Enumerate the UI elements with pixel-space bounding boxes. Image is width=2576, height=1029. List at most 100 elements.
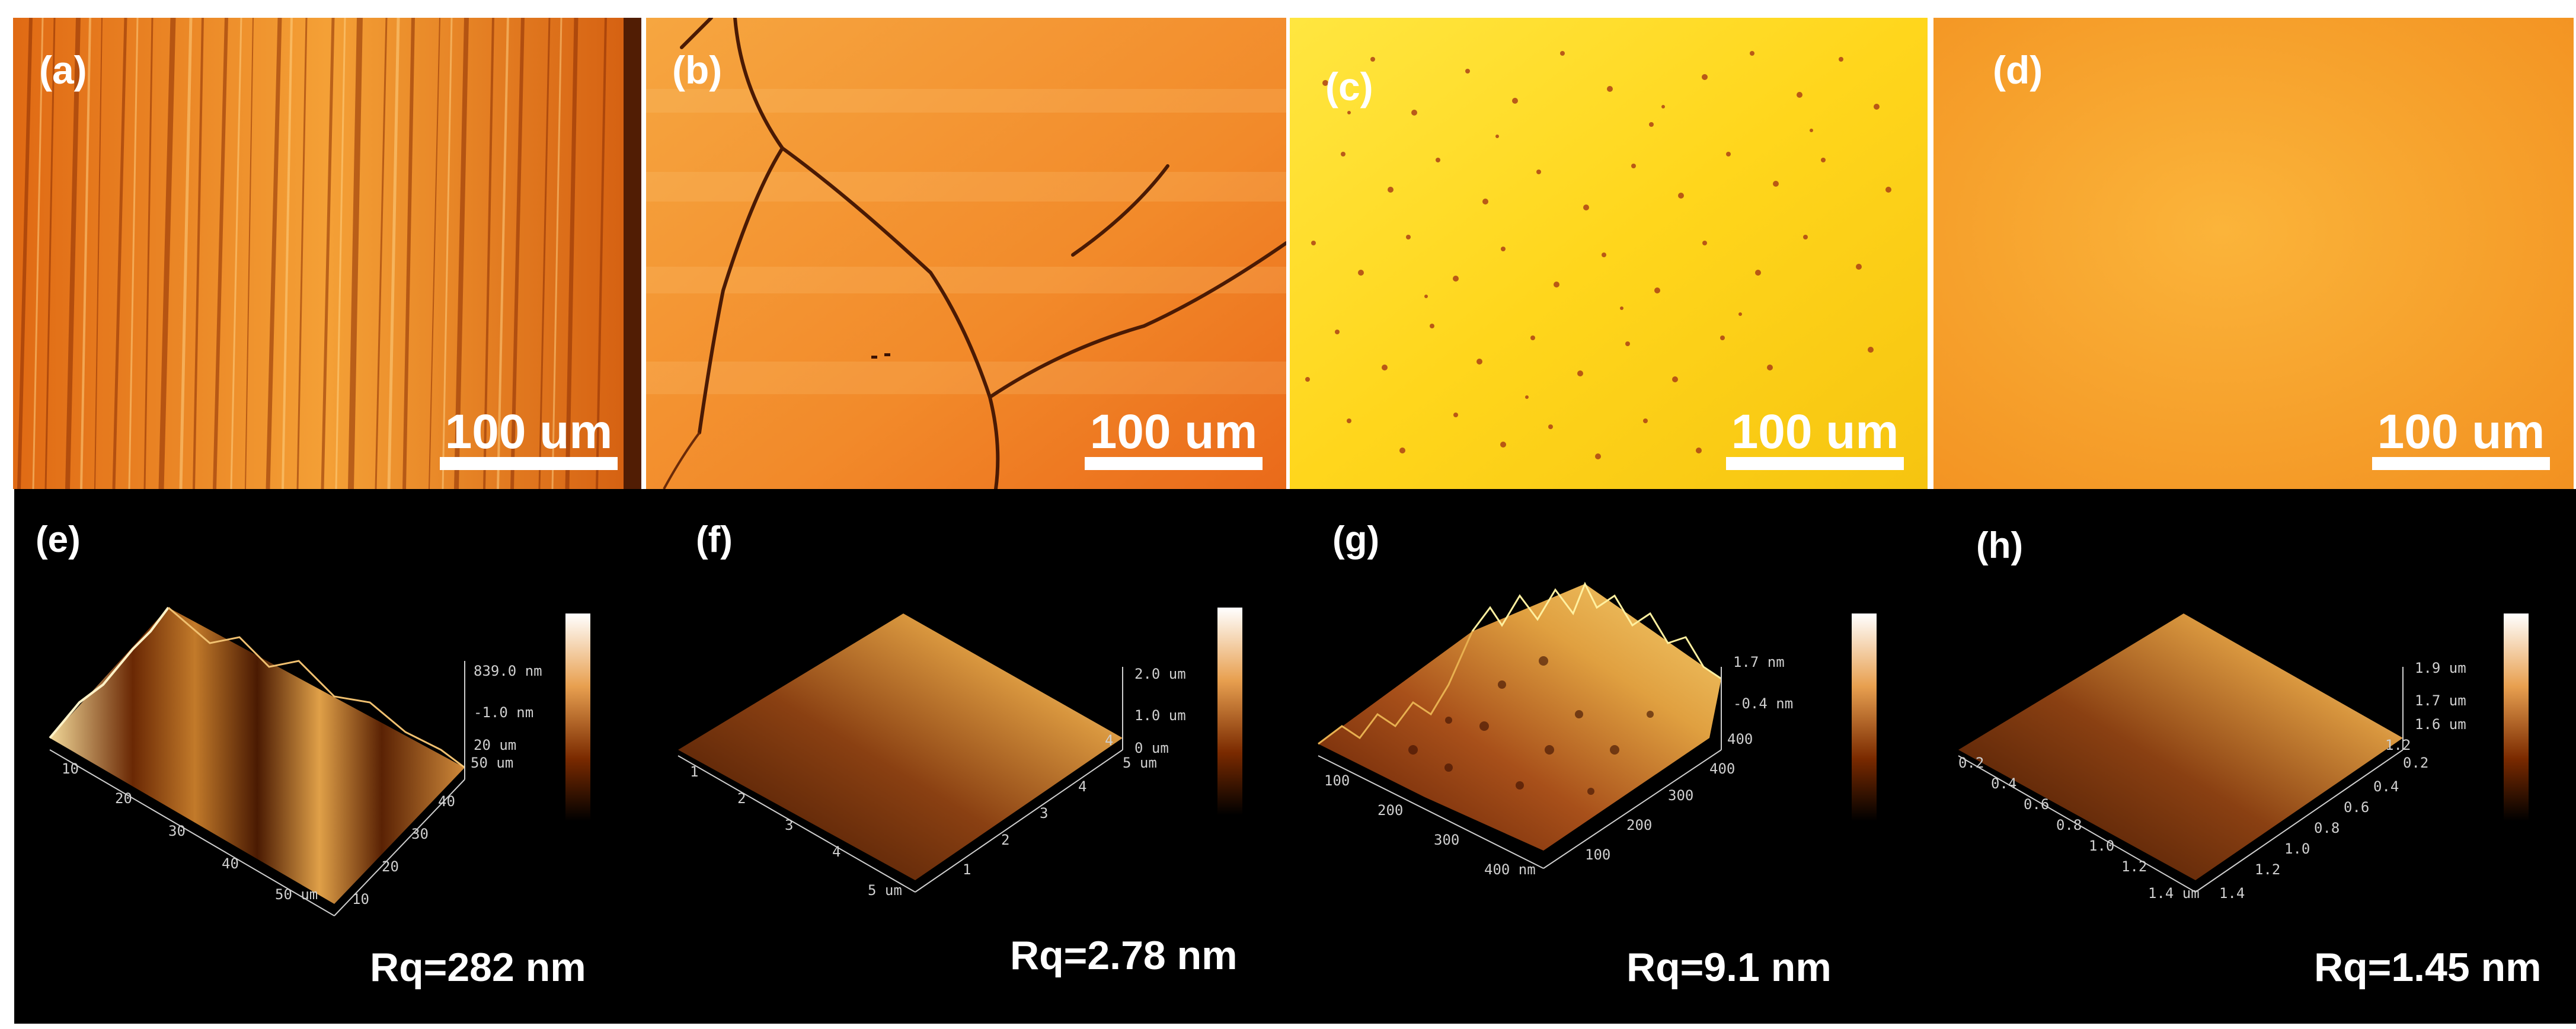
afm-panel-f: 1 2 3 4 5 um 1 2 3 4 5 um 4 2.0 um 1.0 u… <box>654 489 1295 1024</box>
afm-plot-e: 10 20 30 40 50 um 10 20 30 40 50 um 839.… <box>49 606 590 916</box>
afm-h-z-tick-2: 1.7 um <box>2415 692 2466 709</box>
afm-g-y-tick-3: 300 <box>1668 787 1693 804</box>
afm-panel-h: 0.2 0.4 0.6 0.8 1.0 1.2 1.4 um 0.2 0.4 0… <box>1935 489 2576 1024</box>
optical-image-d <box>1933 18 2574 489</box>
rq-value-h: Rq=1.45 nm <box>2314 945 2542 990</box>
afm-f-x-tick-4: 4 <box>832 843 840 860</box>
afm-h-z-tick-3: 1.6 um <box>2415 716 2466 733</box>
afm-e-z-tick-3: 20 um <box>474 737 516 753</box>
afm-h-y-tick-7: 1.4 <box>2219 885 2245 902</box>
panel-label-c: (c) <box>1325 65 1373 108</box>
afm-plot-h: 0.2 0.4 0.6 0.8 1.0 1.2 1.4 um 0.2 0.4 0… <box>1958 613 2529 902</box>
afm-g-x-tick-2: 200 <box>1378 802 1403 819</box>
optical-image-a <box>13 18 641 489</box>
afm-e-x-tick-4: 40 <box>222 855 239 872</box>
afm-h-x-tick-6: 1.2 <box>2121 858 2147 875</box>
afm-h-x-tick-7: 1.4 um <box>2148 885 2200 902</box>
panel-label-d: (d) <box>1993 48 2043 92</box>
afm-g-z-tick-1: 1.7 nm <box>1733 654 1785 670</box>
afm-h-y-tick-6: 1.2 <box>2255 861 2280 878</box>
colorbar-h <box>2504 613 2529 821</box>
optical-panel-a: (a) 100 um <box>13 18 641 489</box>
panel-label-f: (f) <box>696 519 733 560</box>
scale-bar-a: 100 um <box>440 406 618 470</box>
colorbar-f <box>1217 608 1242 815</box>
afm-f-y-tick-2: 2 <box>1001 832 1009 848</box>
afm-g-y-tick-2: 200 <box>1626 817 1652 833</box>
afm-h-z-tick-4: 1.2 <box>2385 737 2411 753</box>
scale-bar-line-d <box>2372 457 2550 470</box>
panel-label-e: (e) <box>36 519 81 560</box>
afm-e-z-tick-1: 839.0 nm <box>474 663 542 679</box>
panel-label-g: (g) <box>1332 519 1380 560</box>
afm-h-y-tick-3: 0.6 <box>2344 799 2369 816</box>
afm-h-x-tick-1: 0.2 <box>1958 755 1984 771</box>
afm-e-x-tick-3: 30 <box>168 823 186 839</box>
afm-f-y-tick-1: 1 <box>963 861 971 878</box>
colorbar-g <box>1852 613 1877 821</box>
panel-label-h: (h) <box>1976 525 2024 566</box>
afm-e-y-tick-2: 20 <box>382 858 399 875</box>
afm-h-x-tick-2: 0.4 <box>1991 775 2016 792</box>
scale-bar-d: 100 um <box>2372 406 2550 470</box>
scale-bar-label-d: 100 um <box>2377 405 2545 459</box>
colorbar-e <box>565 613 590 821</box>
afm-e-y-tick-4: 40 <box>438 793 455 810</box>
afm-g-z-tick-2: -0.4 nm <box>1733 695 1793 712</box>
afm-f-x-tick-2: 2 <box>737 790 746 807</box>
afm-h-z-tick-1: 1.9 um <box>2415 660 2466 676</box>
afm-h-y-tick-4: 0.8 <box>2314 820 2340 836</box>
rq-value-e: Rq=282 nm <box>370 945 586 990</box>
afm-f-z-tick-1: 2.0 um <box>1134 666 1186 682</box>
afm-row: 10 20 30 40 50 um 10 20 30 40 50 um 839.… <box>14 489 2576 1024</box>
afm-plot-f: 1 2 3 4 5 um 1 2 3 4 5 um 4 2.0 um 1.0 u… <box>677 608 1242 899</box>
afm-h-y-tick-2: 0.4 <box>2373 778 2399 795</box>
afm-f-y-tick-5: 5 um <box>1123 755 1157 771</box>
optical-image-c <box>1290 18 1928 489</box>
afm-e-x-tick-5: 50 um <box>275 886 318 903</box>
afm-f-side-tick: 4 <box>1105 732 1113 749</box>
afm-plot-g: 100 200 300 400 nm 100 200 300 400 1.7 n… <box>1318 581 1877 878</box>
afm-g-x-tick-1: 100 <box>1324 772 1350 789</box>
afm-f-x-tick-5: 5 um <box>868 882 902 899</box>
afm-e-x-tick-2: 20 <box>115 790 132 807</box>
scale-bar-line-b <box>1085 457 1263 470</box>
afm-g-x-tick-4: 400 nm <box>1484 861 1536 878</box>
afm-f-z-tick-2: 1.0 um <box>1134 707 1186 724</box>
afm-e-y-tick-5: 50 um <box>471 755 513 771</box>
afm-f-y-tick-3: 3 <box>1040 805 1048 822</box>
afm-g-y-tick-1: 100 <box>1585 846 1610 863</box>
afm-f-y-tick-4: 4 <box>1078 778 1086 795</box>
scale-bar-c: 100 um <box>1726 406 1904 470</box>
afm-g-x-tick-3: 300 <box>1434 832 1459 848</box>
scale-bar-label-a: 100 um <box>445 405 613 459</box>
scale-bar-line-a <box>440 457 618 470</box>
scale-bar-label-b: 100 um <box>1089 405 1258 459</box>
afm-h-x-tick-5: 1.0 <box>2089 838 2114 854</box>
panel-label-b: (b) <box>672 48 723 92</box>
afm-panel-e: 10 20 30 40 50 um 10 20 30 40 50 um 839.… <box>14 489 654 1024</box>
afm-h-y-tick-1: 0.2 <box>2403 755 2428 771</box>
optical-panel-b: (b) 100 um <box>646 18 1286 489</box>
afm-h-y-tick-5: 1.0 <box>2284 841 2310 857</box>
afm-e-z-tick-2: -1.0 nm <box>474 704 533 721</box>
rq-value-f: Rq=2.78 nm <box>1010 933 1238 978</box>
afm-h-x-tick-4: 0.8 <box>2056 817 2082 833</box>
afm-panel-g: 100 200 300 400 nm 100 200 300 400 1.7 n… <box>1295 489 1935 1024</box>
afm-f-z-tick-3: 0 um <box>1134 740 1169 756</box>
panel-label-a: (a) <box>39 48 87 92</box>
optical-image-b <box>646 18 1286 489</box>
afm-f-x-tick-3: 3 <box>785 817 793 833</box>
rq-value-g: Rq=9.1 nm <box>1626 945 1832 990</box>
optical-panel-d: (d) 100 um <box>1933 18 2574 489</box>
scale-bar-b: 100 um <box>1085 406 1263 470</box>
afm-g-y-tick-4: 400 <box>1709 760 1735 777</box>
afm-f-x-tick-1: 1 <box>690 763 698 780</box>
scale-bar-line-c <box>1726 457 1904 470</box>
afm-h-x-tick-3: 0.6 <box>2024 796 2049 813</box>
optical-panel-c: (c) 100 um <box>1290 18 1928 489</box>
afm-g-z-tick-3: 400 <box>1727 731 1753 747</box>
scale-bar-label-c: 100 um <box>1731 405 1899 459</box>
afm-e-y-tick-3: 30 <box>411 826 429 842</box>
